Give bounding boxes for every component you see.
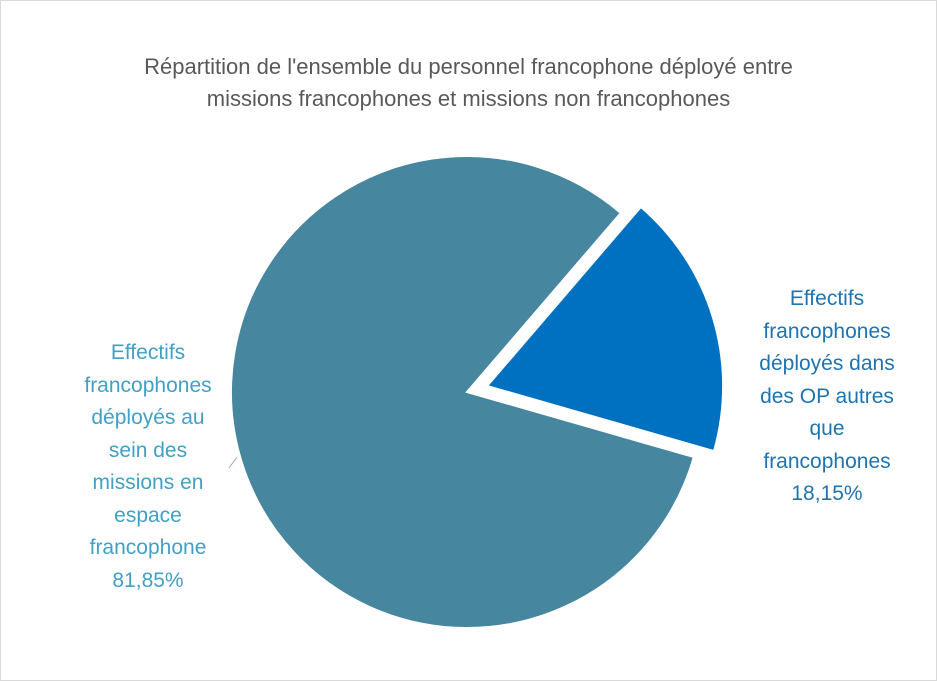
slice-label: Effectifs francophones déployés dans des…	[752, 283, 902, 511]
leader-line	[228, 456, 238, 469]
pie-slice	[230, 155, 696, 629]
pie-slice	[485, 205, 725, 453]
category-label: Effectifs francophones déployés dans des…	[759, 287, 895, 473]
value-label: 81,85%	[112, 568, 184, 592]
chart-title: Répartition de l'ensemble du personnel f…	[144, 54, 793, 111]
slice-label: Effectifs francophones déployés au sein …	[78, 337, 218, 597]
category-label: Effectifs francophones déployés au sein …	[84, 341, 212, 559]
value-label: 18,15%	[791, 482, 863, 505]
